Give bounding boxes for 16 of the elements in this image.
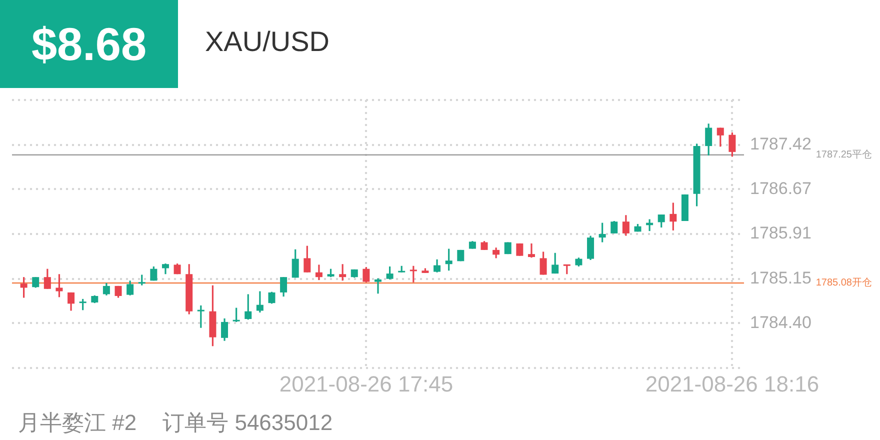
y-tick-label: 1785.15 <box>750 268 812 288</box>
y-tick-label: 1784.40 <box>750 312 812 332</box>
candlestick <box>374 278 382 294</box>
chart-title: XAU/USD <box>205 26 330 57</box>
x-tick-label: 2021-08-26 18:16 <box>645 371 820 396</box>
ref-line-label: 1785.08开仓 <box>816 276 872 289</box>
y-tick-label: 1786.67 <box>750 178 812 198</box>
y-tick-label: 1785.91 <box>750 224 812 243</box>
text: 订单号 54635012 <box>162 410 333 435</box>
text: $8.68 <box>31 18 147 70</box>
candlestick <box>315 264 322 280</box>
candlestick <box>528 243 535 258</box>
ref-line-label: 1787.25平仓 <box>816 148 872 161</box>
x-tick-label: 2021-08-26 17:45 <box>279 371 454 396</box>
text: 月半婺江 #2 <box>18 410 137 435</box>
y-tick-label: 1787.42 <box>750 134 812 154</box>
